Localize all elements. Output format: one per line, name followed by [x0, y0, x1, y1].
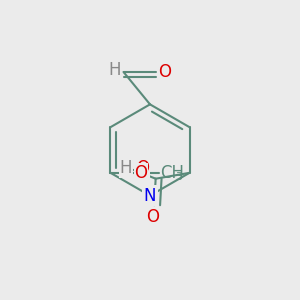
Text: N: N — [144, 187, 156, 205]
Text: 3: 3 — [175, 172, 182, 182]
Text: H: H — [109, 61, 121, 80]
Text: CH: CH — [160, 164, 184, 182]
Text: O: O — [146, 208, 159, 226]
Text: O: O — [136, 159, 149, 177]
Text: H: H — [120, 159, 132, 177]
Text: O: O — [158, 63, 171, 81]
Text: O: O — [135, 164, 148, 182]
